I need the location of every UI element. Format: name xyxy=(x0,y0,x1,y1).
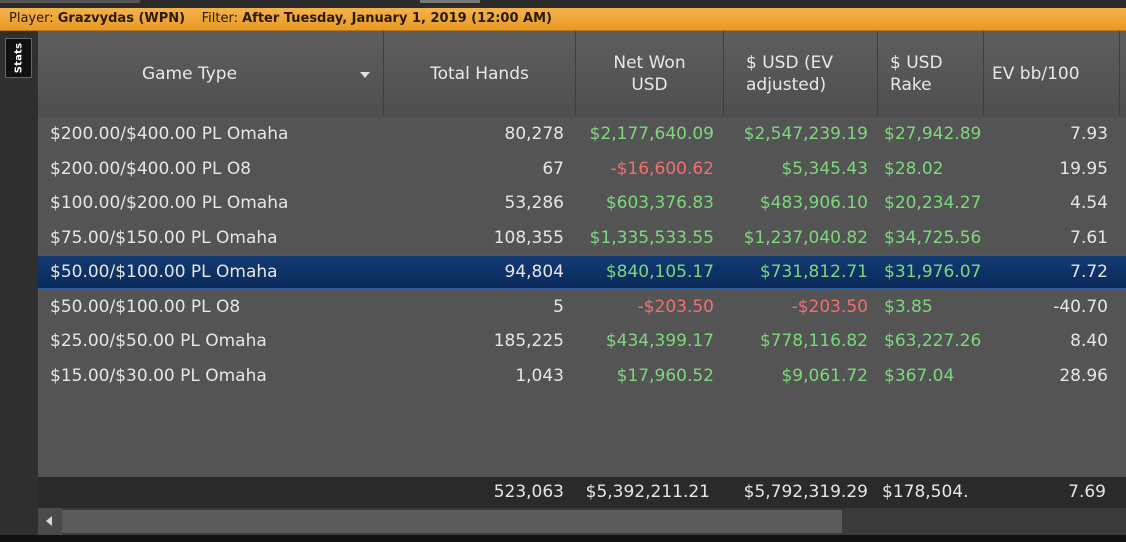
header-net-won-label: Net Won USD xyxy=(613,53,686,95)
totals-row: 523,063 $5,392,211.21 $5,792,319.29 $178… xyxy=(38,477,1126,508)
total-net-won: $5,392,211.21 xyxy=(585,482,710,502)
cell-evbb: 28.96 xyxy=(1059,365,1108,386)
header-rake[interactable]: $ USD Rake xyxy=(878,31,984,117)
cell-hands: 1,043 xyxy=(515,365,564,386)
cell-game: $50.00/$100.00 PL Omaha xyxy=(50,262,278,282)
cell-net: $1,335,533.55 xyxy=(589,227,714,248)
cell-ev: $778,116.82 xyxy=(759,331,868,351)
total-ev-bb: 7.69 xyxy=(1068,482,1106,502)
cell-evbb: 8.40 xyxy=(1070,331,1108,351)
table-row[interactable]: $75.00/$150.00 PL Omaha 108,355 $1,335,533… xyxy=(38,221,1126,255)
table-row[interactable]: $200.00/$400.00 PL Omaha 80,278 $2,177,640… xyxy=(38,117,1126,151)
total-ev-adjusted: $5,792,319.29 xyxy=(743,482,868,502)
header-ev-adjusted[interactable]: $ USD (EV adjusted) xyxy=(724,31,878,117)
sidebar xyxy=(0,31,38,542)
table-header: Game Type Total Hands Net Won USD $ USD … xyxy=(38,31,1126,118)
cell-net: $17,960.52 xyxy=(616,365,714,386)
cell-evbb: 7.72 xyxy=(1070,262,1108,282)
top-strip-segment xyxy=(420,0,480,3)
stats-tab-label: Stats xyxy=(13,42,24,74)
cell-rake: $367.04 xyxy=(884,365,955,386)
cell-game: $200.00/$400.00 PL Omaha xyxy=(50,124,289,144)
cell-ev: $2,547,239.19 xyxy=(743,124,868,144)
table-row[interactable]: $15.00/$30.00 PL Omaha 1,043 $17,960.52 $9,… xyxy=(38,359,1126,393)
cell-evbb: 7.93 xyxy=(1070,124,1108,144)
cell-hands: 67 xyxy=(542,158,564,179)
table-row[interactable]: $25.00/$50.00 PL Omaha 185,225 $434,399.17… xyxy=(38,324,1126,358)
cell-ev: $9,061.72 xyxy=(781,365,868,386)
cell-net: $603,376.83 xyxy=(605,193,714,213)
header-total-hands-label: Total Hands xyxy=(430,64,529,84)
header-net-won[interactable]: Net Won USD xyxy=(576,31,724,117)
header-ev-bb-label: EV bb/100 xyxy=(992,64,1080,84)
filter-label: Filter: xyxy=(201,11,238,26)
table-row[interactable]: $200.00/$400.00 PL O8 67 -$16,600.62 $5,345… xyxy=(38,152,1126,186)
filter-bar: Player: Grazvydas (WPN) Filter: After Tu… xyxy=(0,8,1126,31)
cell-ev: -$203.50 xyxy=(791,296,868,317)
table-row[interactable]: $50.00/$100.00 PL O8 5 -$203.50 -$203.50 $3.… xyxy=(38,290,1126,324)
cell-hands: 5 xyxy=(553,296,564,317)
cell-rake: $31,976.07 xyxy=(884,262,982,282)
cell-hands: 94,804 xyxy=(504,262,564,282)
cell-game: $100.00/$200.00 PL Omaha xyxy=(50,193,289,213)
cell-net: -$16,600.62 xyxy=(610,158,714,179)
top-strip-segment xyxy=(0,0,140,3)
total-rake: $178,504. xyxy=(882,482,969,502)
filter-value: After Tuesday, January 1, 2019 (12:00 AM… xyxy=(242,11,552,26)
player-label: Player: xyxy=(9,11,54,26)
cell-evbb: 19.95 xyxy=(1059,158,1108,179)
cell-game: $15.00/$30.00 PL Omaha xyxy=(50,365,267,386)
cell-evbb: 7.61 xyxy=(1070,227,1108,248)
cell-net: $2,177,640.09 xyxy=(589,124,714,144)
cell-net: $434,399.17 xyxy=(605,331,714,351)
cell-rake: $28.02 xyxy=(884,158,944,179)
cell-hands: 108,355 xyxy=(493,227,564,248)
cell-game: $200.00/$400.00 PL O8 xyxy=(50,158,252,179)
scrollbar-thumb[interactable] xyxy=(62,510,842,533)
cell-rake: $34,725.56 xyxy=(884,227,982,248)
cell-net: -$203.50 xyxy=(637,296,714,317)
cell-ev: $1,237,040.82 xyxy=(743,227,868,248)
data-grid: $200.00/$400.00 PL Omaha 80,278 $2,177,640… xyxy=(38,117,1126,477)
cell-hands: 80,278 xyxy=(504,124,564,144)
dropdown-arrow-icon[interactable] xyxy=(360,72,370,78)
player-value: Grazvydas (WPN) xyxy=(57,11,186,26)
header-game-type-label: Game Type xyxy=(141,64,238,84)
top-strip xyxy=(0,0,1126,8)
header-ev-adjusted-label: $ USD (EV adjusted) xyxy=(746,53,833,95)
cell-game: $50.00/$100.00 PL O8 xyxy=(50,296,241,317)
cell-rake: $27,942.89 xyxy=(884,124,982,144)
cell-ev: $5,345.43 xyxy=(781,158,868,179)
cell-rake: $3.85 xyxy=(884,296,933,317)
table-row[interactable]: $100.00/$200.00 PL Omaha 53,286 $603,376.8… xyxy=(38,186,1126,220)
horizontal-scrollbar[interactable] xyxy=(38,508,1126,535)
cell-evbb: 4.54 xyxy=(1070,193,1108,213)
header-ev-bb[interactable]: EV bb/100 xyxy=(984,31,1120,117)
total-hands: 523,063 xyxy=(493,482,564,502)
header-game-type[interactable]: Game Type xyxy=(38,31,384,117)
cell-evbb: -40.70 xyxy=(1053,296,1108,317)
stats-tab[interactable]: Stats xyxy=(5,38,32,78)
cell-ev: $483,906.10 xyxy=(759,193,868,213)
cell-rake: $20,234.27 xyxy=(884,193,982,213)
cell-game: $75.00/$150.00 PL Omaha xyxy=(50,227,278,248)
cell-rake: $63,227.26 xyxy=(884,331,982,351)
cell-net: $840,105.17 xyxy=(605,262,714,282)
cell-game: $25.00/$50.00 PL Omaha xyxy=(50,331,267,351)
cell-hands: 185,225 xyxy=(493,331,564,351)
cell-ev: $731,812.71 xyxy=(759,262,868,282)
header-total-hands[interactable]: Total Hands xyxy=(384,31,576,117)
scroll-left-icon[interactable] xyxy=(38,508,62,535)
bottom-border xyxy=(0,535,1126,542)
table-row[interactable]: $50.00/$100.00 PL Omaha 94,804 $840,105.17… xyxy=(38,255,1126,289)
header-rake-label: $ USD Rake xyxy=(890,53,943,95)
cell-hands: 53,286 xyxy=(504,193,564,213)
